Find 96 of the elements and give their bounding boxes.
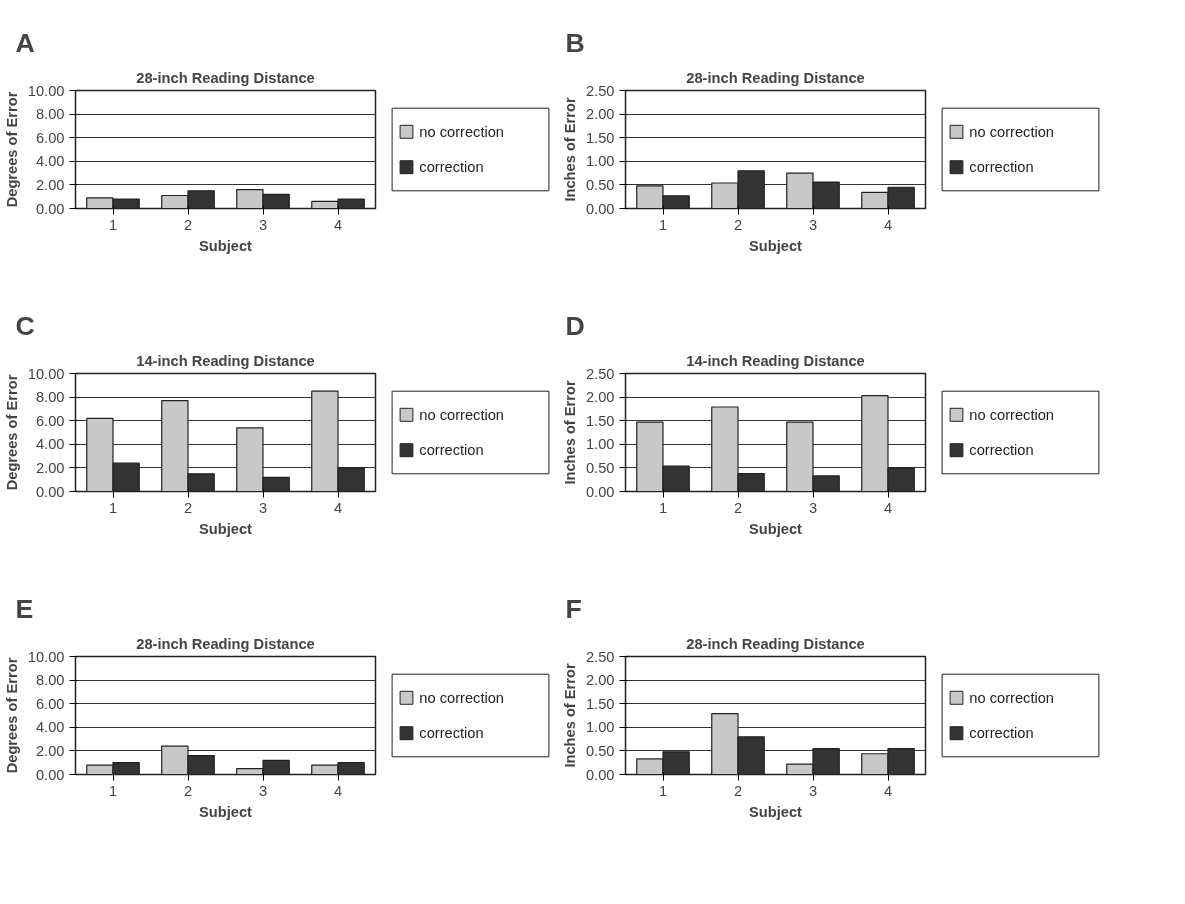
text: F [565,593,582,624]
x-tick-label: 3 [258,216,268,233]
x-axis-title: Subject [749,520,803,537]
y-tick-label: 0.00 [35,483,65,500]
x-tick-label: 2 [733,782,743,799]
y-tick-label: 4.00 [35,153,65,170]
y-tick-label: 6.00 [35,129,65,146]
text: D [565,310,585,341]
y-tick-label: 0.50 [585,176,615,193]
legend-label: correction [419,442,484,459]
legend-label: no correction [969,689,1055,706]
y-axis-title: Degrees of Error [3,657,20,774]
x-tick-label: 1 [658,216,668,233]
x-tick-label: 4 [333,216,343,233]
chart-title: 14-inch Reading Distance [686,352,865,369]
y-tick-label: 0.00 [35,200,65,217]
y-tick-label: 2.50 [585,648,615,665]
x-tick-label: 1 [658,499,668,516]
legend-label: no correction [419,689,505,706]
y-tick-label: 2.00 [585,389,615,406]
y-tick-label: 6.00 [35,695,65,712]
chart-title: 28-inch Reading Distance [686,69,865,86]
x-axis-title: Subject [199,520,253,537]
y-tick-label: 0.00 [585,766,615,783]
y-tick-label: 2.50 [585,82,615,99]
y-tick-label: 1.50 [585,129,615,146]
legend-label: correction [419,159,484,176]
legend-label: no correction [419,123,505,140]
legend-label: correction [419,725,484,742]
x-tick-label: 2 [733,216,743,233]
y-tick-label: 4.00 [35,436,65,453]
x-tick-label: 1 [108,782,118,799]
x-tick-label: 2 [733,499,743,516]
y-tick-label: 10.00 [27,648,65,665]
y-axis-title: Degrees of Error [3,374,20,491]
x-axis-title: Subject [749,803,803,820]
legend-label: no correction [969,406,1055,423]
x-tick-label: 4 [333,782,343,799]
y-tick-label: 0.50 [585,742,615,759]
x-tick-label: 3 [258,782,268,799]
chart-title: 14-inch Reading Distance [136,352,315,369]
legend-label: correction [969,725,1034,742]
x-tick-label: 3 [808,499,818,516]
y-tick-label: 8.00 [35,672,65,689]
y-tick-label: 4.00 [35,719,65,736]
x-tick-label: 2 [183,782,193,799]
y-tick-label: 1.00 [585,153,615,170]
x-tick-label: 2 [183,216,193,233]
x-axis-title: Subject [199,803,253,820]
y-tick-label: 6.00 [35,412,65,429]
x-axis-title: Subject [749,237,803,254]
y-axis-title: Degrees of Error [3,91,20,208]
y-axis-title: Inches of Error [561,663,578,768]
x-tick-label: 1 [108,216,118,233]
y-tick-label: 10.00 [27,82,65,99]
text: C [15,310,35,341]
legend-label: no correction [969,123,1055,140]
y-tick-label: 2.50 [585,365,615,382]
y-tick-label: 1.50 [585,695,615,712]
x-tick-label: 3 [808,782,818,799]
x-tick-label: 1 [108,499,118,516]
x-tick-label: 3 [808,216,818,233]
y-tick-label: 2.00 [585,672,615,689]
y-tick-label: 2.00 [35,742,65,759]
y-tick-label: 0.00 [585,483,615,500]
y-tick-label: 2.00 [35,459,65,476]
x-tick-label: 3 [258,499,268,516]
y-tick-label: 1.50 [585,412,615,429]
chart-title: 28-inch Reading Distance [686,635,865,652]
legend-label: correction [969,159,1034,176]
y-tick-label: 10.00 [27,365,65,382]
y-tick-label: 8.00 [35,106,65,123]
x-tick-label: 4 [883,216,893,233]
y-tick-label: 0.50 [585,459,615,476]
text: E [15,593,34,624]
text: A [15,27,35,58]
chart-title: 28-inch Reading Distance [136,635,315,652]
y-tick-label: 0.00 [585,200,615,217]
x-tick-label: 2 [183,499,193,516]
y-axis-title: Inches of Error [561,380,578,485]
x-tick-label: 4 [883,499,893,516]
text: B [565,27,585,58]
y-tick-label: 1.00 [585,719,615,736]
legend-label: no correction [419,406,505,423]
legend-label: correction [969,442,1034,459]
y-tick-label: 8.00 [35,389,65,406]
x-tick-label: 4 [333,499,343,516]
y-axis-title: Inches of Error [561,97,578,202]
y-tick-label: 1.00 [585,436,615,453]
x-tick-label: 1 [658,782,668,799]
y-tick-label: 2.00 [35,176,65,193]
y-tick-label: 2.00 [585,106,615,123]
x-axis-title: Subject [199,237,253,254]
chart-title: 28-inch Reading Distance [136,69,315,86]
y-tick-label: 0.00 [35,766,65,783]
x-tick-label: 4 [883,782,893,799]
